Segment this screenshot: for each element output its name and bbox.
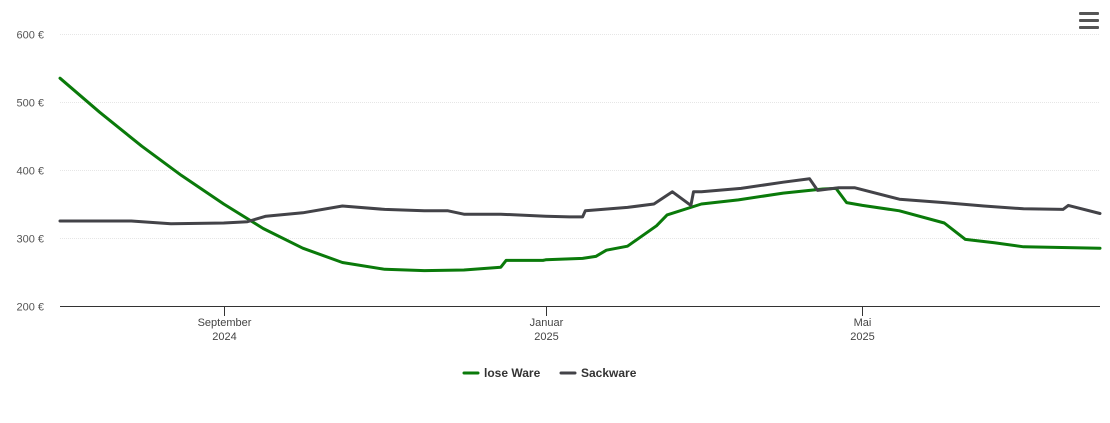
y-tick-label: 400 € — [16, 166, 44, 178]
x-tick-year-label: 2024 — [212, 331, 236, 343]
grid-lines — [60, 34, 1100, 239]
x-tick-month-label: September — [198, 317, 252, 329]
x-tick-month-label: Mai — [854, 317, 872, 329]
legend-label: lose Ware — [484, 366, 541, 380]
series-lines — [58, 76, 1102, 273]
hamburger-menu-icon[interactable] — [1078, 12, 1100, 32]
legend-label: Sackware — [581, 366, 637, 380]
y-axis-labels: 200 € 300 € 400 € 500 € 600 € — [16, 30, 44, 314]
x-axis: September 2024 Januar 2025 Mai 2025 — [60, 306, 1100, 343]
menu-bar — [1079, 19, 1099, 22]
y-tick-label: 200 € — [16, 302, 44, 314]
x-tick-month-label: Januar — [530, 317, 564, 329]
y-tick-label: 600 € — [16, 30, 44, 42]
series-line-sackware[interactable] — [58, 177, 1102, 226]
legend[interactable]: lose Ware Sackware — [462, 366, 637, 380]
menu-bar — [1079, 26, 1099, 29]
menu-bar — [1079, 12, 1099, 15]
series-line-lose-ware[interactable] — [58, 76, 1102, 273]
legend-item[interactable]: Sackware — [559, 366, 637, 380]
y-tick-label: 300 € — [16, 234, 44, 246]
x-tick-year-label: 2025 — [850, 331, 874, 343]
x-tick-year-label: 2025 — [534, 331, 558, 343]
legend-item[interactable]: lose Ware — [462, 366, 541, 380]
y-tick-label: 500 € — [16, 98, 44, 110]
